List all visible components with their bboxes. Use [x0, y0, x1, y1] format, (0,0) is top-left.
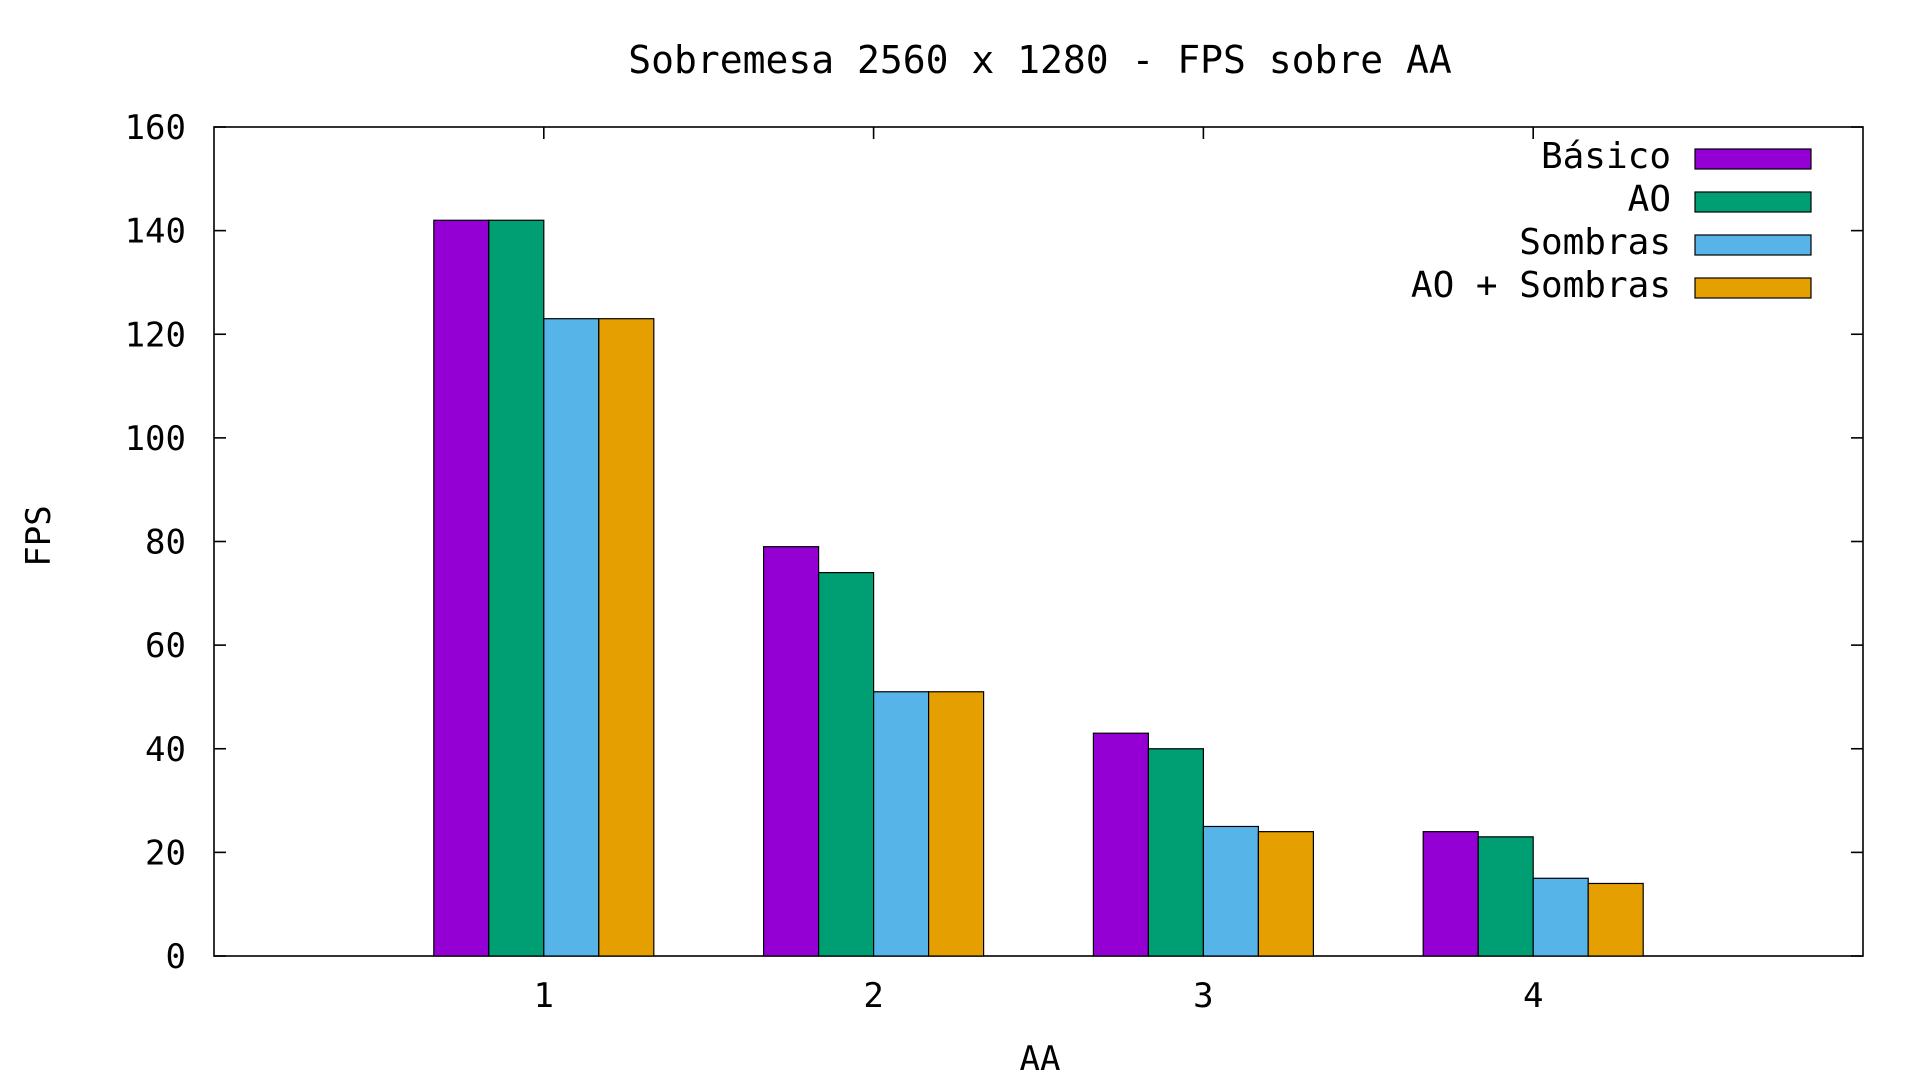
y-tick-label: 60: [145, 626, 186, 666]
legend-swatch: [1694, 148, 1812, 170]
x-axis-ticks: 1 2 3 4: [534, 127, 1543, 1016]
bar-ao-sombras-aa-3: [1257, 831, 1315, 957]
x-axis-label: AA: [1020, 1039, 1061, 1079]
plot-layer: 0 20 40 60 80 100 120 140 160 1 2 3 4: [125, 108, 1864, 1016]
y-tick-label: 120: [125, 315, 186, 355]
bar-sombras-aa-2: [872, 691, 930, 957]
x-tick-label: 2: [863, 976, 883, 1016]
bar-ao-aa-3: [1147, 748, 1205, 957]
x-tick-label: 1: [534, 976, 554, 1016]
legend-label: AO + Sombras: [1411, 265, 1671, 306]
legend-item-b-sico: Básico: [1541, 136, 1812, 177]
legend-item-ao-sombras: AO + Sombras: [1411, 265, 1812, 306]
y-tick-label: 20: [145, 833, 186, 873]
bar-ao-sombras-aa-4: [1587, 882, 1644, 957]
legend-label: Sombras: [1519, 222, 1671, 263]
bar-sombras-aa-3: [1202, 825, 1260, 957]
bar-ao-sombras-aa-2: [927, 691, 985, 957]
legend-swatch: [1694, 191, 1812, 213]
y-tick-label: 100: [125, 419, 186, 459]
bar-sombras-aa-4: [1532, 877, 1589, 957]
x-tick-label: 4: [1523, 976, 1543, 1016]
bar-ao-aa-2: [817, 571, 875, 957]
bar-sombras-aa-1: [543, 318, 600, 957]
legend-item-sombras: Sombras: [1519, 222, 1812, 263]
y-tick-label: 160: [125, 108, 186, 148]
legend-swatch: [1694, 277, 1812, 299]
y-tick-label: 80: [145, 523, 186, 563]
bar-b-sico-aa-4: [1422, 831, 1479, 957]
legend-swatch: [1694, 234, 1812, 256]
y-axis-label: FPS: [19, 505, 59, 566]
bar-ao-aa-1: [488, 219, 545, 957]
bar-b-sico-aa-1: [433, 219, 490, 957]
bar-ao-sombras-aa-1: [598, 318, 655, 957]
bars: [433, 219, 1644, 957]
bar-b-sico-aa-2: [762, 546, 820, 957]
y-tick-label: 0: [166, 937, 186, 977]
bar-ao-aa-4: [1477, 836, 1534, 957]
x-tick-label: 3: [1193, 976, 1213, 1016]
y-axis-ticks: 0 20 40 60 80 100 120 140 160: [125, 108, 1863, 977]
legend-item-ao: AO: [1628, 179, 1812, 220]
y-tick-label: 140: [125, 212, 186, 252]
bar-b-sico-aa-3: [1092, 732, 1150, 957]
chart-title: Sobremesa 2560 x 1280 - FPS sobre AA: [628, 38, 1452, 82]
legend-label: AO: [1628, 179, 1671, 220]
y-tick-label: 40: [145, 730, 186, 770]
legend-label: Básico: [1541, 136, 1671, 177]
